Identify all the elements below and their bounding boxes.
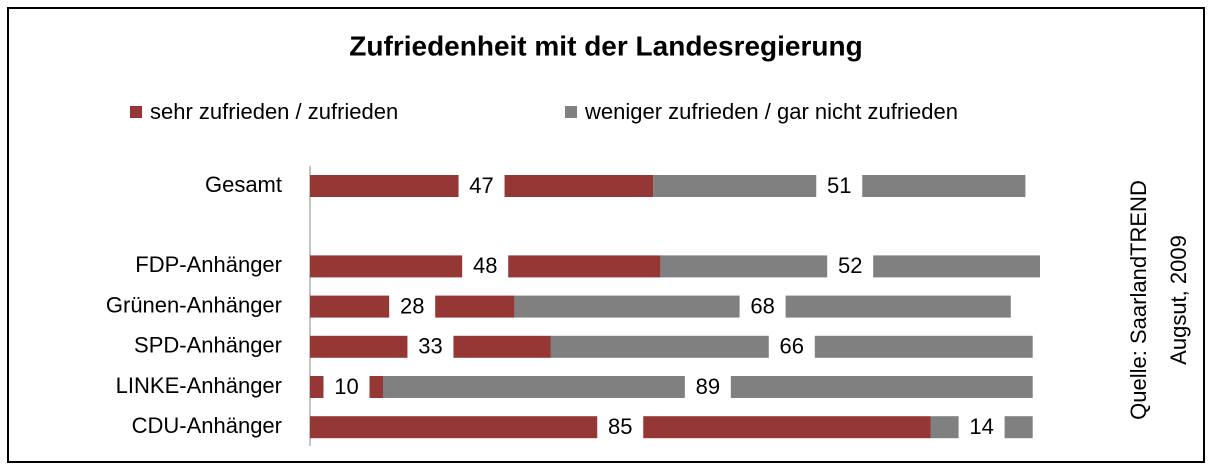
category-label: SPD-Anhänger <box>134 333 282 358</box>
value-label-bg <box>816 172 863 200</box>
value-label: 85 <box>608 414 632 439</box>
value-label-bg <box>739 292 786 321</box>
value-label: 33 <box>418 334 442 359</box>
chart-title: Zufriedenheit mit der Landesregierung <box>349 30 862 61</box>
value-label: 51 <box>827 173 851 198</box>
value-label: 68 <box>750 293 774 318</box>
value-label-bg <box>768 332 815 361</box>
value-label: 89 <box>696 374 720 399</box>
legend-label: weniger zufrieden / gar nicht zufrieden <box>584 99 958 124</box>
value-label-bg <box>827 252 874 281</box>
source-line: Quelle: SaarlandTREND <box>1126 180 1151 420</box>
value-label-bg <box>462 252 509 281</box>
value-label-bg <box>684 373 731 401</box>
source-line: Augsut, 2009 <box>1166 235 1191 365</box>
legend-swatch <box>565 106 577 118</box>
category-label: Grünen-Anhänger <box>106 292 282 317</box>
value-label-bg <box>323 373 370 401</box>
value-label: 66 <box>780 334 804 359</box>
value-label: 10 <box>334 374 358 399</box>
value-label: 28 <box>400 293 424 318</box>
value-label: 47 <box>469 173 493 198</box>
value-label-bg <box>958 413 1005 442</box>
value-label-bg <box>407 332 454 361</box>
value-label-bg <box>389 292 436 321</box>
value-label-bg <box>597 413 644 442</box>
legend-swatch <box>130 106 142 118</box>
category-label: FDP-Anhänger <box>135 252 282 277</box>
category-label: LINKE-Anhänger <box>116 373 282 398</box>
value-label: 52 <box>838 253 862 278</box>
category-label: CDU-Anhänger <box>132 413 282 438</box>
value-label: 48 <box>473 253 497 278</box>
legend-label: sehr zufrieden / zufrieden <box>150 99 398 124</box>
value-label: 14 <box>969 414 993 439</box>
category-label: Gesamt <box>205 172 282 197</box>
value-label-bg <box>458 172 505 200</box>
